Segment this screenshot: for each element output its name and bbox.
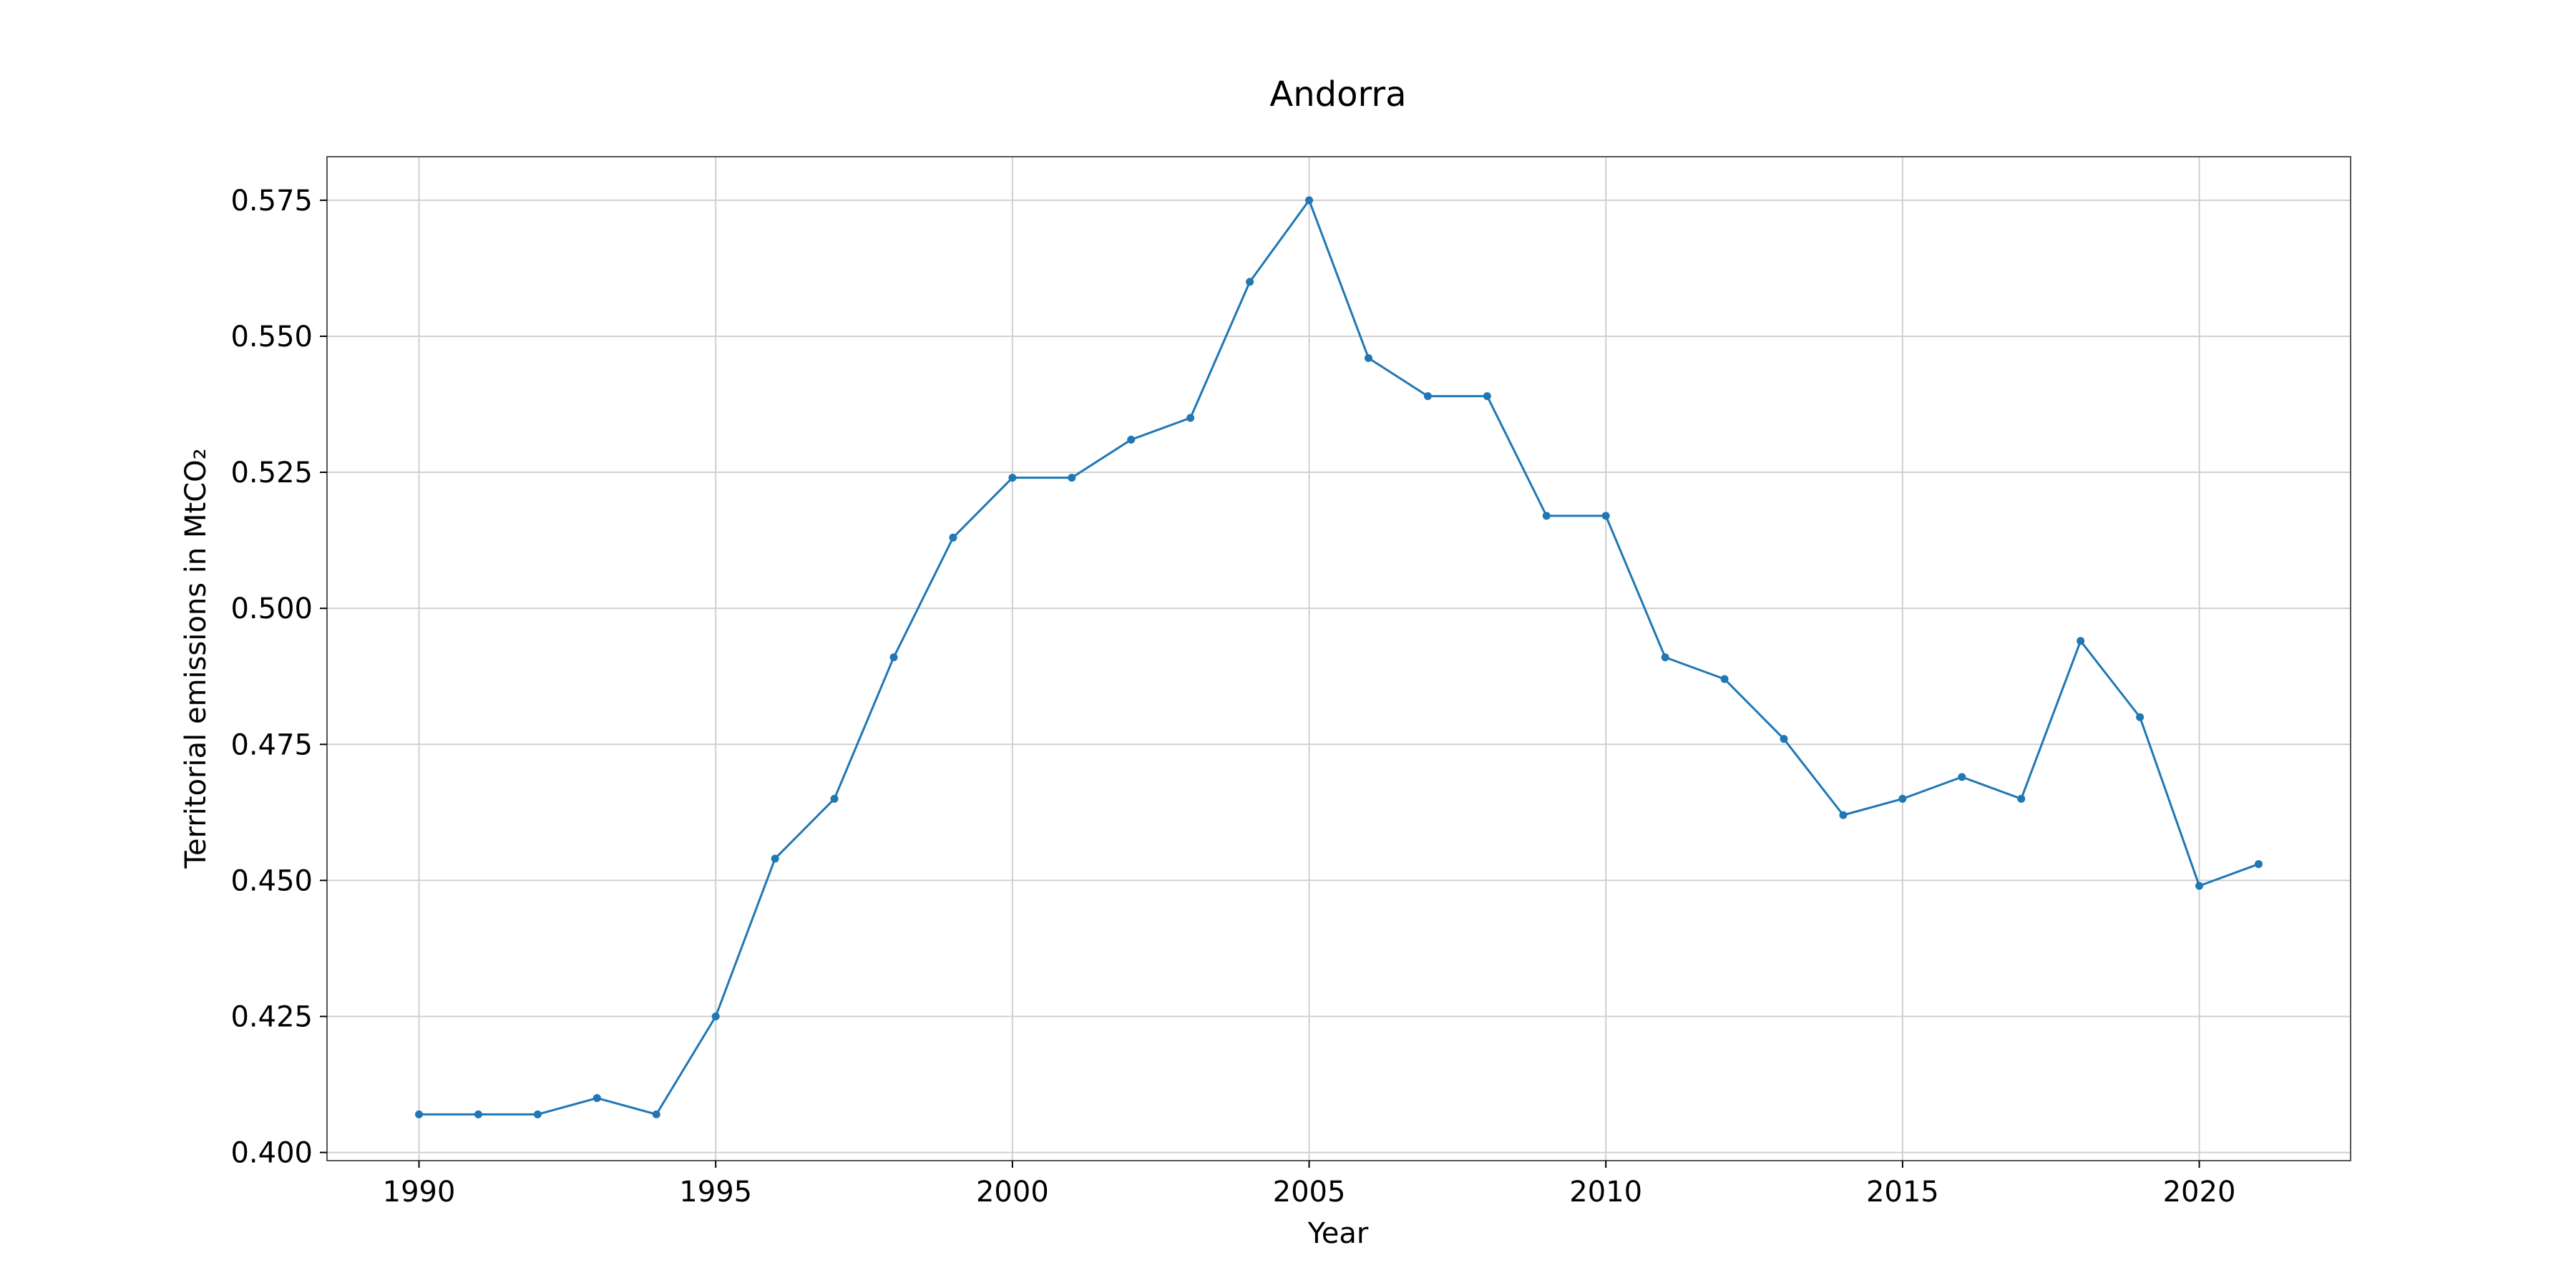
y-tick-label: 0.500 — [230, 592, 313, 625]
plot-frame — [326, 156, 2351, 1161]
y-tick-label: 0.525 — [230, 457, 313, 489]
data-point — [1601, 512, 1610, 520]
x-tick-label: 2015 — [1866, 1176, 1939, 1209]
y-tick-label: 0.400 — [230, 1137, 313, 1170]
data-point — [2254, 860, 2263, 869]
data-point — [592, 1094, 601, 1103]
data-point — [652, 1110, 660, 1118]
data-point — [711, 1012, 720, 1020]
data-point — [771, 854, 779, 863]
data-point — [2077, 637, 2085, 645]
data-point — [1423, 392, 1432, 401]
data-point — [1661, 653, 1669, 662]
data-point — [1483, 392, 1491, 401]
x-tick-label: 2020 — [2163, 1176, 2236, 1209]
y-tick-label: 0.475 — [230, 728, 313, 761]
chart-title: Andorra — [1269, 74, 1406, 114]
data-point — [415, 1110, 424, 1118]
data-point — [2017, 794, 2026, 803]
y-tick-label: 0.450 — [230, 864, 313, 897]
data-point — [1246, 278, 1254, 286]
data-point — [1958, 773, 1966, 781]
series — [415, 196, 2263, 1118]
x-tick-label: 2000 — [976, 1176, 1049, 1209]
data-point — [1305, 196, 1314, 205]
grid — [327, 157, 2351, 1161]
data-point — [1364, 353, 1372, 362]
y-tick-label: 0.550 — [230, 321, 313, 353]
y-tick-label: 0.425 — [230, 1000, 313, 1033]
axis-ticks: 1990 1995 2000 2005 2010 2015 2020 0.400 0.425 0.… — [230, 185, 2235, 1209]
series-line — [419, 199, 2259, 1116]
x-tick-label: 1995 — [679, 1176, 752, 1209]
y-tick-label: 0.575 — [230, 185, 313, 218]
data-point — [1068, 474, 1076, 482]
data-point — [1008, 474, 1017, 482]
data-point — [1127, 435, 1136, 444]
data-point — [1542, 512, 1551, 520]
data-point — [949, 533, 957, 542]
data-point — [474, 1110, 482, 1118]
data-point — [889, 653, 898, 662]
data-point — [1898, 794, 1907, 803]
x-tick-label: 2010 — [1569, 1176, 1642, 1209]
data-point — [830, 794, 839, 803]
data-point — [1780, 735, 1788, 743]
x-tick-label: 2005 — [1273, 1176, 1346, 1209]
data-point — [1720, 675, 1729, 683]
x-tick-label: 1990 — [383, 1176, 456, 1209]
data-point — [2195, 882, 2204, 890]
data-point — [1186, 414, 1195, 422]
data-point — [533, 1110, 542, 1118]
x-axis-label: Year — [1307, 1217, 1369, 1250]
data-point — [2136, 713, 2145, 721]
y-axis-label: Territorial emissions in MtCO₂ — [180, 448, 213, 869]
data-point — [1839, 811, 1848, 819]
